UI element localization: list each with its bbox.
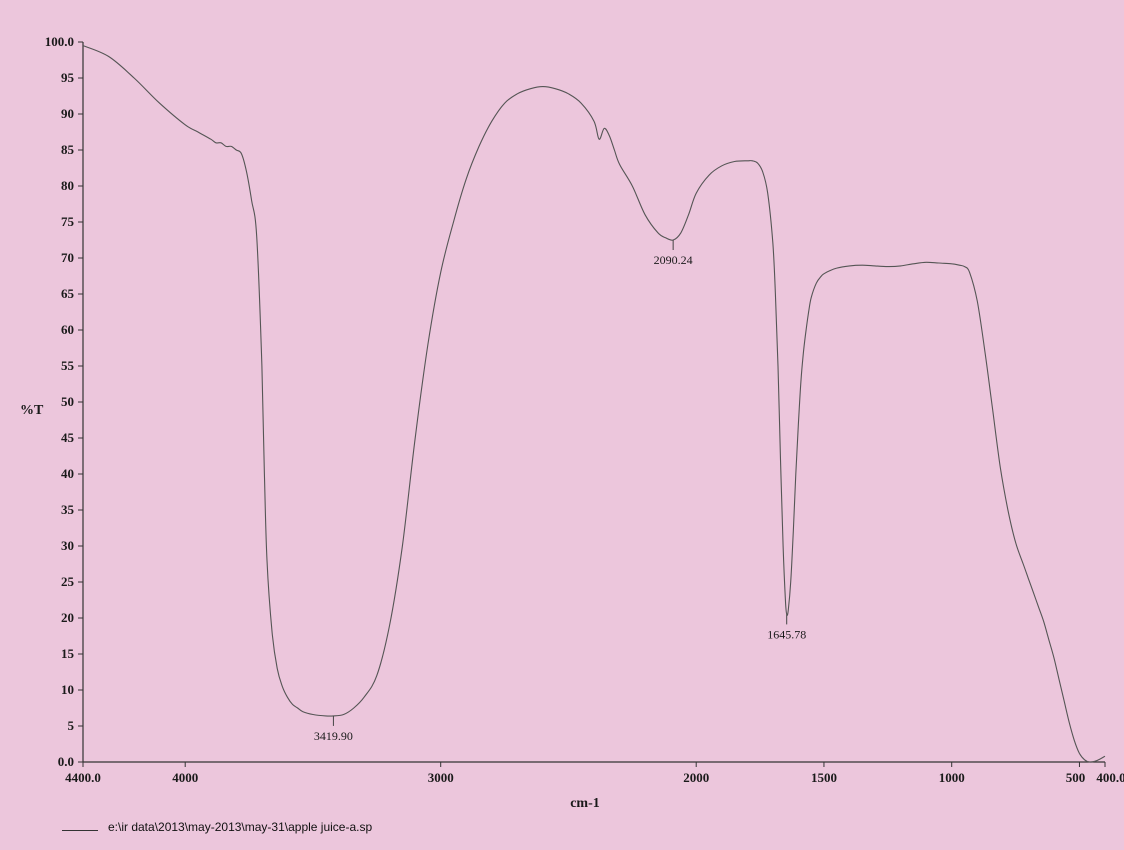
- y-tick-label: 0.0: [58, 754, 74, 769]
- y-tick-label: 5: [68, 718, 75, 733]
- y-tick-label: 10: [61, 682, 74, 697]
- legend-line-swatch: [62, 829, 98, 831]
- x-tick-label: 3000: [428, 770, 454, 785]
- y-tick-label: 90: [61, 106, 74, 121]
- y-axis-title: %T: [20, 403, 44, 418]
- y-tick-label: 80: [61, 178, 74, 193]
- y-tick-label: 45: [61, 430, 75, 445]
- legend-file-label: e:\ir data\2013\may-2013\may-31\apple ju…: [108, 820, 373, 834]
- x-tick-label: 4000: [172, 770, 198, 785]
- y-tick-label: 40: [61, 466, 74, 481]
- x-tick-label: 1500: [811, 770, 837, 785]
- y-tick-label: 20: [61, 610, 74, 625]
- x-tick-label: 400.0: [1096, 770, 1124, 785]
- peak-annotations: 3419.90 2090.24 1645.78: [314, 240, 806, 743]
- y-tick-label: 85: [61, 142, 75, 157]
- x-tick-label: 4400.0: [65, 770, 101, 785]
- peak-label: 1645.78: [767, 627, 806, 641]
- y-tick-label: 50: [61, 394, 74, 409]
- y-tick-label: 100.0: [45, 34, 74, 49]
- x-ticks: 4400.0 4000 3000 2000 1500 1000 500 400.0: [65, 762, 1124, 785]
- x-tick-label: 2000: [683, 770, 709, 785]
- y-tick-label: 30: [61, 538, 74, 553]
- y-tick-label: 60: [61, 322, 74, 337]
- x-tick-label: 1000: [939, 770, 965, 785]
- y-tick-label: 55: [61, 358, 75, 373]
- x-axis-title: cm-1: [570, 796, 600, 811]
- peak-label: 3419.90: [314, 729, 353, 743]
- series-line: [82, 45, 1106, 763]
- peak-label: 2090.24: [654, 253, 693, 267]
- y-tick-label: 25: [61, 574, 75, 589]
- y-tick-label: 95: [61, 70, 75, 85]
- y-tick-label: 70: [61, 250, 74, 265]
- legend: e:\ir data\2013\may-2013\may-31\apple ju…: [62, 820, 372, 834]
- y-tick-label: 75: [61, 214, 75, 229]
- y-tick-label: 35: [61, 502, 75, 517]
- y-tick-label: 15: [61, 646, 75, 661]
- y-tick-label: 65: [61, 286, 75, 301]
- x-tick-label: 500: [1066, 770, 1086, 785]
- y-ticks: 0.0 5 10 15 20 25 30 35 40 45 50 55 60 65 70 75 80 85 90 95…: [45, 34, 83, 769]
